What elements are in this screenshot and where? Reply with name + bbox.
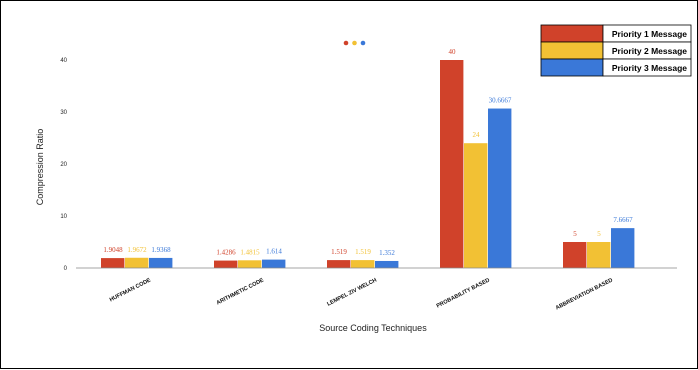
- decorative-dot: [352, 40, 357, 46]
- x-axis-title: Source Coding Techniques: [319, 323, 427, 333]
- data-label: 1.4815: [240, 248, 260, 256]
- bar: [611, 228, 635, 268]
- bar: [351, 260, 375, 268]
- y-tick-label: 10: [60, 214, 67, 220]
- bar: [375, 260, 399, 268]
- bar: [149, 257, 173, 268]
- category-label: ABBREVIATION BASED: [555, 277, 614, 311]
- bar: [327, 260, 351, 268]
- bar: [238, 260, 262, 268]
- legend-cell: [602, 58, 692, 77]
- data-label: 1.519: [355, 248, 371, 256]
- data-label: 1.4286: [216, 249, 236, 257]
- category-label: LEMPEL ZIV WELCH: [326, 277, 378, 307]
- bar: [125, 257, 149, 268]
- bar: [488, 108, 512, 268]
- data-label: 1.9048: [103, 246, 123, 254]
- decorative-dots: [343, 40, 366, 46]
- data-label: 1.9672: [127, 246, 147, 254]
- data-label: 24: [473, 131, 481, 139]
- bar: [587, 242, 611, 268]
- data-label: 7.6667: [613, 216, 633, 224]
- y-tick-label: 30: [60, 110, 67, 116]
- y-tick-label: 20: [60, 162, 67, 168]
- y-axis-title: Compression Ratio: [35, 129, 45, 206]
- category-label: HUFFMAN CODE: [109, 277, 152, 303]
- legend: Priority 1 Message Priority 2 Message Prio…: [540, 24, 692, 77]
- bar: [563, 242, 587, 268]
- legend-label: Priority 1 Message: [612, 29, 687, 39]
- legend-label: Priority 2 Message: [612, 46, 687, 56]
- category-label: ARITHMETIC CODE: [216, 277, 265, 306]
- legend-label: Priority 3 Message: [612, 63, 687, 73]
- data-label: 1.352: [379, 249, 395, 257]
- legend-swatch: [540, 58, 604, 77]
- y-tick-label: 0: [64, 266, 68, 272]
- legend-swatch: [540, 24, 604, 43]
- data-label: 1.614: [266, 248, 282, 256]
- data-label: 5: [573, 230, 577, 238]
- bar: [440, 60, 464, 268]
- x-axis: HUFFMAN CODE ARITHMETIC CODE LEMPEL ZIV WE…: [109, 277, 614, 311]
- category-label: PROBABILITY BASED: [436, 277, 491, 309]
- data-label: 5: [597, 230, 601, 238]
- decorative-dot: [360, 40, 366, 46]
- bar: [101, 258, 125, 268]
- data-label: 40: [449, 48, 457, 56]
- data-label: 1.9368: [151, 246, 171, 254]
- bar: [262, 259, 286, 268]
- data-label: 30.6667: [489, 97, 512, 105]
- y-axis: 0 10 20 30 40: [60, 58, 67, 272]
- y-tick-label: 40: [60, 58, 67, 64]
- bar: [464, 143, 488, 268]
- legend-swatch: [540, 41, 604, 60]
- bar: [214, 260, 238, 268]
- decorative-dot: [343, 40, 349, 46]
- data-labels-group: 1.9048 1.9672 1.9368 1.4286 1.4815 1.614 1.519…: [103, 48, 633, 257]
- bars-group: [101, 60, 635, 268]
- data-label: 1.519: [331, 248, 347, 256]
